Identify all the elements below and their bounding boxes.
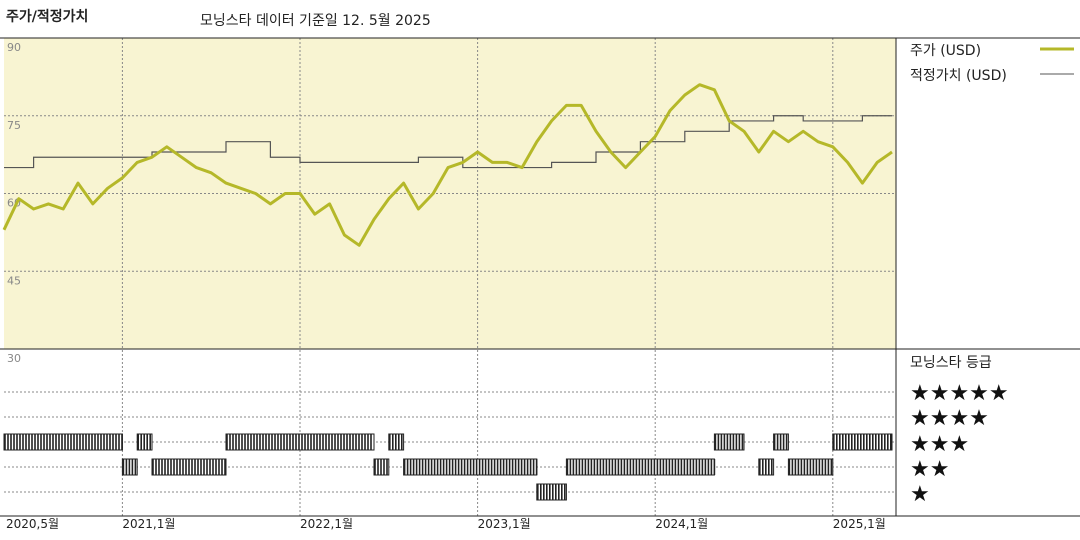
rating-4-stars: ★★★★: [910, 406, 989, 431]
y-tick-label: 45: [7, 274, 21, 287]
x-tick-label: 2024,1월: [655, 517, 708, 531]
rating-band-3-stars: [403, 458, 538, 476]
rating-band-outline: [832, 433, 893, 451]
rating-band-2-stars: [536, 483, 567, 501]
fair-value-line: [4, 115, 892, 169]
y-tick-label: 30: [7, 352, 21, 365]
rating-band-3-stars: [373, 458, 390, 476]
rating-band-4-stars: [136, 433, 153, 451]
x-axis-ticks: 2020,5월 2021,1월 2022,1월 2023,1월 2024,1월 2025,…: [6, 517, 886, 531]
rating-5-stars: ★★★★★: [910, 381, 1009, 406]
legend: 주가 (USD) 적정가치 (USD) 모닝스타 등급 ★★★★★ ★★★★ ★…: [910, 43, 1074, 507]
rating-band-3-stars: [121, 458, 138, 476]
rating-band-4-stars: [3, 433, 123, 451]
x-tick-label: 2021,1월: [122, 517, 175, 531]
rating-band-3-stars: [758, 458, 775, 476]
x-tick-label: 2022,1월: [300, 517, 353, 531]
rating-bands: [3, 433, 893, 501]
chart-title: 주가/적정가치: [6, 9, 89, 25]
price-line: [2, 83, 893, 247]
rating-legend-title: 모닝스타 등급: [910, 355, 992, 371]
rating-1-star: ★: [910, 482, 930, 507]
rating-band-3-stars: [787, 458, 834, 476]
rating-band-4-stars: [225, 433, 375, 451]
x-tick-label: 2020,5월: [6, 517, 59, 531]
rating-band-4-stars: [773, 433, 789, 451]
x-tick-label: 2025,1월: [833, 517, 886, 531]
data-date-label: 모닝스타 데이터 기준일 12. 5월 2025: [200, 13, 431, 29]
rating-band-3-stars: [151, 458, 227, 476]
y-tick-label: 75: [7, 119, 21, 132]
rating-band-3-stars: [565, 458, 716, 476]
rating-band-4-stars: [832, 433, 893, 451]
rating-2-stars: ★★: [910, 457, 949, 482]
legend-price-label: 주가 (USD): [910, 43, 981, 59]
x-tick-label: 2023,1월: [478, 517, 531, 531]
rating-band-4-stars: [388, 433, 405, 451]
legend-fair-value-label: 적정가치 (USD): [910, 68, 1007, 84]
y-tick-label: 90: [7, 41, 21, 54]
chart-frame: [0, 37, 1080, 517]
rating-3-stars: ★★★: [910, 432, 969, 457]
rating-band-4-stars: [713, 433, 745, 451]
